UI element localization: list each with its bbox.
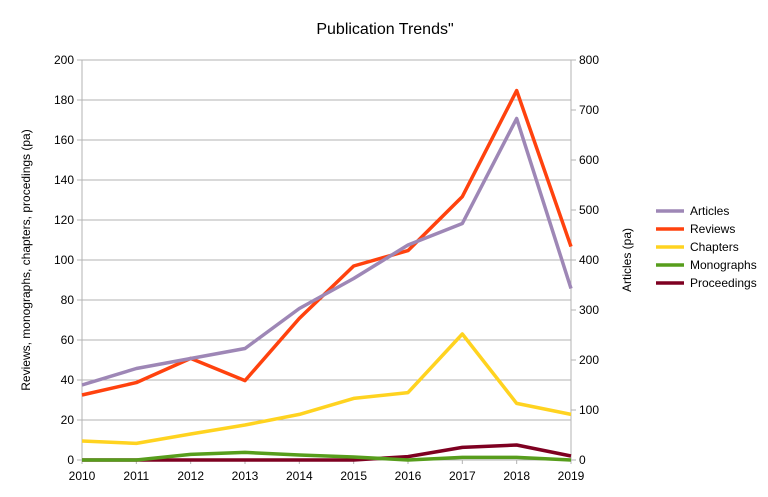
y-tick-label: 200 [54, 53, 74, 67]
y2-tick-label: 600 [579, 153, 599, 167]
y-tick-label: 180 [54, 93, 74, 107]
legend-label: Reviews [690, 222, 735, 236]
y-tick-label: 140 [54, 173, 74, 187]
y2-axis-label: Articles (pa) [620, 228, 634, 292]
legend-label: Articles [690, 204, 729, 218]
y2-tick-label: 800 [579, 53, 599, 67]
x-tick-label: 2011 [123, 469, 149, 483]
y-tick-label: 40 [61, 373, 75, 387]
y-tick-label: 60 [61, 333, 75, 347]
x-tick-label: 2015 [340, 469, 367, 483]
x-tick-label: 2017 [449, 469, 476, 483]
series-line-monographs [82, 450, 572, 462]
legend-label: Monographs [690, 258, 757, 272]
y-tick-label: 120 [54, 213, 74, 227]
y2-tick-label: 700 [579, 103, 599, 117]
y2-tick-label: 0 [579, 453, 586, 467]
x-tick-label: 2013 [232, 469, 259, 483]
chart-title: Publication Trends" [316, 21, 453, 38]
series-line-chapters [81, 332, 572, 446]
y-tick-label: 20 [61, 413, 75, 427]
x-tick-label: 2019 [558, 469, 585, 483]
y2-tick-label: 400 [579, 253, 599, 267]
y2-tick-label: 500 [579, 203, 599, 217]
y-tick-label: 160 [54, 133, 74, 147]
legend: Articles Reviews Chapters Monographs Proceed… [656, 204, 757, 290]
legend-label: Proceedings [690, 276, 757, 290]
y2-tick-label: 100 [579, 403, 599, 417]
y2-tick-label: 200 [579, 353, 599, 367]
legend-label: Chapters [690, 240, 739, 254]
series-line-reviews [81, 88, 573, 397]
y-tick-label: 0 [67, 453, 74, 467]
series-line-articles [81, 116, 573, 387]
y2-tick-label: 300 [579, 303, 599, 317]
x-tick-label: 2016 [395, 469, 422, 483]
series-line-proceedings [82, 443, 572, 462]
series-lines [81, 88, 573, 462]
axes: 0 20 40 60 80 100 120 140 160 180 200 0 100 200 300 400… [54, 53, 599, 483]
x-tick-label: 2010 [69, 469, 96, 483]
x-tick-label: 2018 [503, 469, 530, 483]
x-tick-label: 2014 [286, 469, 313, 483]
y-axis-label: Reviews, monographs, chapters, proceding… [19, 129, 33, 390]
y-tick-label: 100 [54, 253, 74, 267]
y-tick-label: 80 [61, 293, 75, 307]
x-tick-label: 2012 [177, 469, 204, 483]
gridlines [82, 59, 571, 461]
